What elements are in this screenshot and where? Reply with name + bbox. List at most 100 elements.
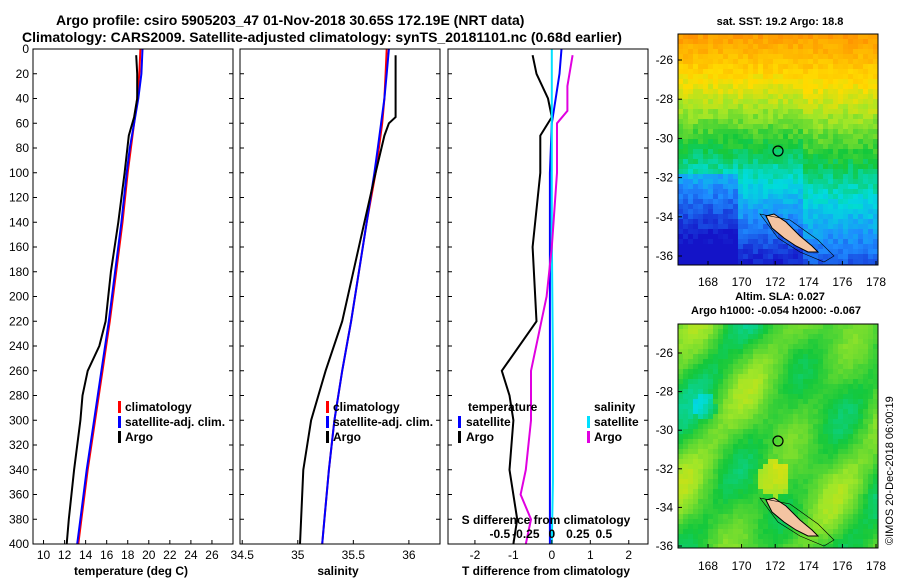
sla-cell	[748, 394, 753, 399]
sla-cell	[813, 539, 818, 544]
sst-cell	[798, 144, 803, 149]
sst-cell	[723, 149, 728, 154]
sla-cell	[808, 434, 813, 439]
sst-cell	[693, 119, 698, 124]
sst-cell	[738, 34, 743, 39]
sst-cell	[778, 34, 783, 39]
sla-cell	[688, 409, 693, 414]
sst-cell	[778, 74, 783, 79]
sst-cell	[853, 144, 858, 149]
sst-cell	[853, 199, 858, 204]
sst-cell	[788, 189, 793, 194]
sst-cell	[843, 64, 848, 69]
sst-cell	[688, 59, 693, 64]
sla-cell	[793, 439, 798, 444]
sst-cell	[758, 214, 763, 219]
sst-cell	[818, 154, 823, 159]
sst-cell	[843, 34, 848, 39]
sst-cell	[698, 64, 703, 69]
sst-cell	[703, 209, 708, 214]
sst-cell	[678, 174, 683, 179]
sla-cell	[803, 379, 808, 384]
sla-cell	[678, 329, 683, 334]
sst-cell	[698, 209, 703, 214]
sst-cell	[838, 144, 843, 149]
sst-cell	[853, 119, 858, 124]
sla-cell	[818, 454, 823, 459]
sst-cell	[868, 244, 873, 249]
sst-cell	[833, 114, 838, 119]
sst-cell	[678, 184, 683, 189]
sla-cell	[688, 384, 693, 389]
sst-cell	[858, 239, 863, 244]
sst-cell	[788, 99, 793, 104]
sla-cell	[678, 509, 683, 514]
sla-cell	[713, 444, 718, 449]
sla-cell	[723, 389, 728, 394]
sst-cell	[848, 134, 853, 139]
sst-cell	[683, 59, 688, 64]
sla-cell	[833, 479, 838, 484]
sst-cell	[683, 169, 688, 174]
series-line-s-satellite	[550, 49, 554, 545]
sla-cell	[728, 434, 733, 439]
sla-cell	[718, 514, 723, 519]
sla-cell	[788, 534, 793, 539]
sla-cell	[758, 389, 763, 394]
sla-cell	[738, 429, 743, 434]
y-tick-label: -32	[656, 462, 674, 476]
sla-cell	[743, 519, 748, 524]
sla-cell	[863, 529, 868, 534]
sla-cell	[703, 494, 708, 499]
sla-cell	[698, 474, 703, 479]
sla-cell	[813, 379, 818, 384]
sla-cell	[828, 459, 833, 464]
sst-cell	[713, 239, 718, 244]
sst-cell	[723, 109, 728, 114]
sla-cell	[763, 544, 768, 548]
sla-cell	[718, 404, 723, 409]
sla-cell	[763, 494, 768, 499]
sst-cell	[863, 174, 868, 179]
sst-cell	[868, 49, 873, 54]
sla-cell	[693, 384, 698, 389]
sla-cell	[828, 364, 833, 369]
sst-cell	[858, 104, 863, 109]
sla-cell	[813, 384, 818, 389]
sst-cell	[838, 119, 843, 124]
sla-cell	[813, 469, 818, 474]
y-tick-label: 360	[9, 488, 29, 502]
sst-cell	[858, 254, 863, 259]
sla-cell	[818, 329, 823, 334]
sst-cell	[818, 219, 823, 224]
sla-cell	[763, 524, 768, 529]
sla-cell	[693, 469, 698, 474]
sla-cell	[748, 524, 753, 529]
sla-cell	[758, 434, 763, 439]
legend-swatch-t-satellite	[458, 416, 461, 428]
sst-cell	[843, 89, 848, 94]
sla-cell	[743, 539, 748, 544]
sla-cell	[718, 369, 723, 374]
sst-cell	[803, 79, 808, 84]
sla-cell	[768, 369, 773, 374]
sst-cell	[828, 34, 833, 39]
sla-cell	[748, 459, 753, 464]
sst-cell	[763, 104, 768, 109]
sst-cell	[768, 209, 773, 214]
sst-cell	[688, 74, 693, 79]
sst-cell	[873, 249, 878, 254]
sst-cell	[753, 49, 758, 54]
sst-cell	[768, 114, 773, 119]
sst-cell	[798, 114, 803, 119]
sla-cell	[688, 504, 693, 509]
sst-cell	[708, 84, 713, 89]
sla-cell	[783, 529, 788, 534]
sst-cell	[748, 94, 753, 99]
sla-cell	[868, 504, 873, 509]
sla-cell	[848, 374, 853, 379]
sla-cell	[798, 459, 803, 464]
sla-cell	[713, 469, 718, 474]
sst-cell	[798, 184, 803, 189]
sla-cell	[738, 459, 743, 464]
